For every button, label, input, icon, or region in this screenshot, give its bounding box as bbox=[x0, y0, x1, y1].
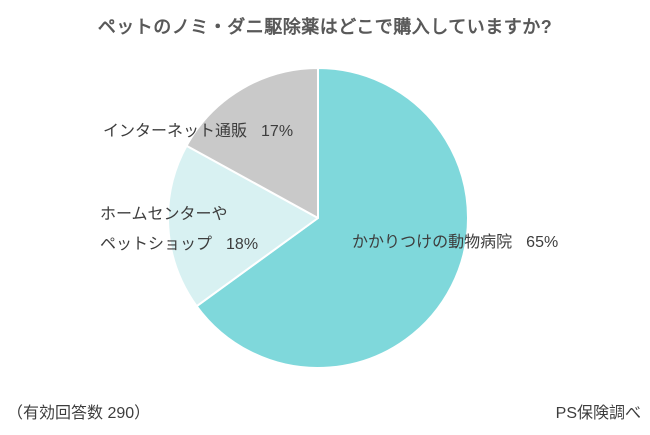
valid-responses-note: （有効回答数 290） bbox=[7, 405, 151, 422]
slice-label-vet-text: かかりつけの動物病院 bbox=[352, 234, 513, 251]
pie-svg bbox=[167, 67, 469, 369]
slice-label-homecenter-pct: 18% bbox=[226, 236, 259, 253]
slice-label-vet: かかりつけの動物病院 65% bbox=[352, 234, 558, 252]
pie-slice-0 bbox=[195, 67, 469, 369]
slice-label-internet: インターネット通販 17% bbox=[103, 123, 293, 141]
slice-label-homecenter-line1: ホームセンターや bbox=[100, 206, 228, 223]
chart-title: ペットのノミ・ダニ駆除薬はどこで購入していますか? bbox=[97, 17, 553, 37]
slice-label-vet-pct: 65% bbox=[526, 234, 559, 251]
slice-label-homecenter: ホームセンターや ペットショップ 18% bbox=[100, 200, 258, 260]
pie-slice-1 bbox=[167, 144, 319, 308]
source-credit: PS保険調べ bbox=[555, 405, 641, 422]
pie-chart bbox=[166, 66, 470, 370]
slice-label-internet-text: インターネット通販 bbox=[103, 123, 248, 140]
slice-label-homecenter-line2: ペットショップ 18% bbox=[100, 230, 258, 260]
pie-slice-2 bbox=[185, 67, 319, 219]
slice-label-internet-pct: 17% bbox=[261, 123, 294, 140]
slice-label-homecenter-line2-text: ペットショップ bbox=[100, 236, 213, 253]
